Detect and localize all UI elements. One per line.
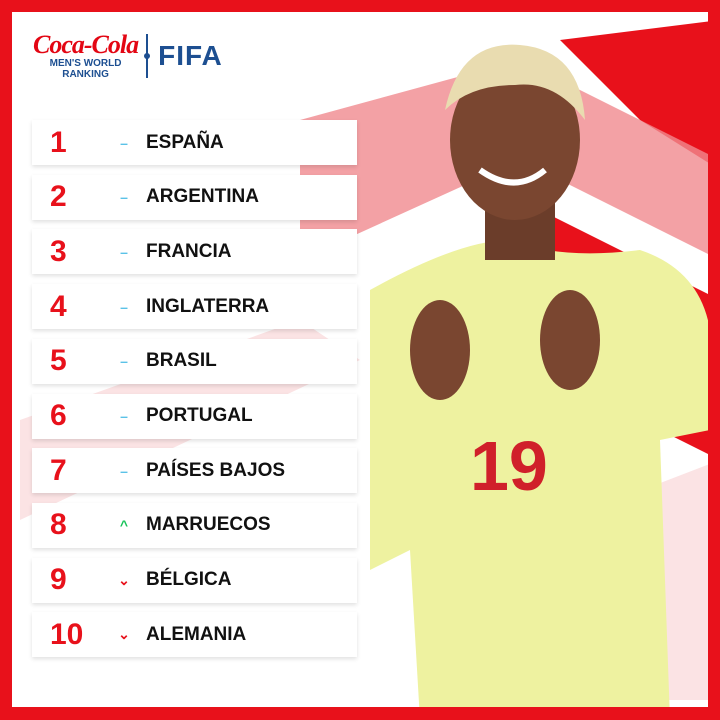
team-name: BRASIL [146,350,217,372]
arrow-down-icon: ⌄ [118,626,130,643]
subtitle-line1: MEN'S WORLD [49,58,122,69]
coca-cola-logo: Coca‑Cola [33,30,139,59]
ranking-row: 5 – BRASIL [32,338,357,384]
ranking-row: 6 – PORTUGAL [32,393,357,439]
team-name: FRANCIA [146,240,232,262]
rank-number: 3 [50,234,67,268]
player-photo: 19 [370,44,708,707]
dash-icon: – [120,353,128,370]
team-name: ALEMANIA [146,623,247,645]
ranking-row: 10 ⌄ ALEMANIA [32,612,357,658]
rank-number: 7 [50,453,67,487]
team-name: PAÍSES BAJOS [146,459,286,481]
dash-icon: – [120,408,128,424]
team-name: INGLATERRA [146,295,270,317]
rank-number: 8 [50,508,67,542]
ranking-row: 8 ^ MARRUECOS [32,502,357,548]
ranking-row: 1 – ESPAÑA [32,120,357,165]
team-name: ARGENTINA [146,186,259,208]
rank-number: 2 [50,180,67,214]
ranking-row: 4 – INGLATERRA [32,284,357,330]
subtitle-line2: RANKING [62,69,109,80]
svg-text:19: 19 [470,427,548,505]
logo-divider [144,34,151,78]
fifa-logo: FIFA [158,40,223,71]
team-name: MARRUECOS [146,514,271,536]
ranking-row: 7 – PAÍSES BAJOS [32,448,357,494]
ranking-row: 9 ⌄ BÉLGICA [32,557,357,603]
team-name: PORTUGAL [146,405,253,426]
header-logos: Coca‑Cola MEN'S WORLD RANKING FIFA [33,30,223,81]
team-name: BÉLGICA [146,569,232,591]
rank-number: 1 [50,125,67,159]
dash-icon: – [120,134,128,151]
rank-number: 4 [50,289,67,323]
rank-number: 10 [50,617,84,651]
ranking-row: 2 – ARGENTINA [32,174,357,220]
dash-icon: – [120,189,128,206]
dash-icon: – [120,298,128,315]
rank-number: 5 [50,344,67,378]
dash-icon: – [120,462,128,479]
rank-number: 9 [50,563,67,597]
rank-number: 6 [50,399,67,432]
dash-icon: – [120,243,128,260]
team-name: ESPAÑA [146,131,224,153]
ranking-row: 3 – FRANCIA [32,229,357,275]
arrow-up-icon: ^ [119,517,129,534]
arrow-down-icon: ⌄ [118,571,130,588]
